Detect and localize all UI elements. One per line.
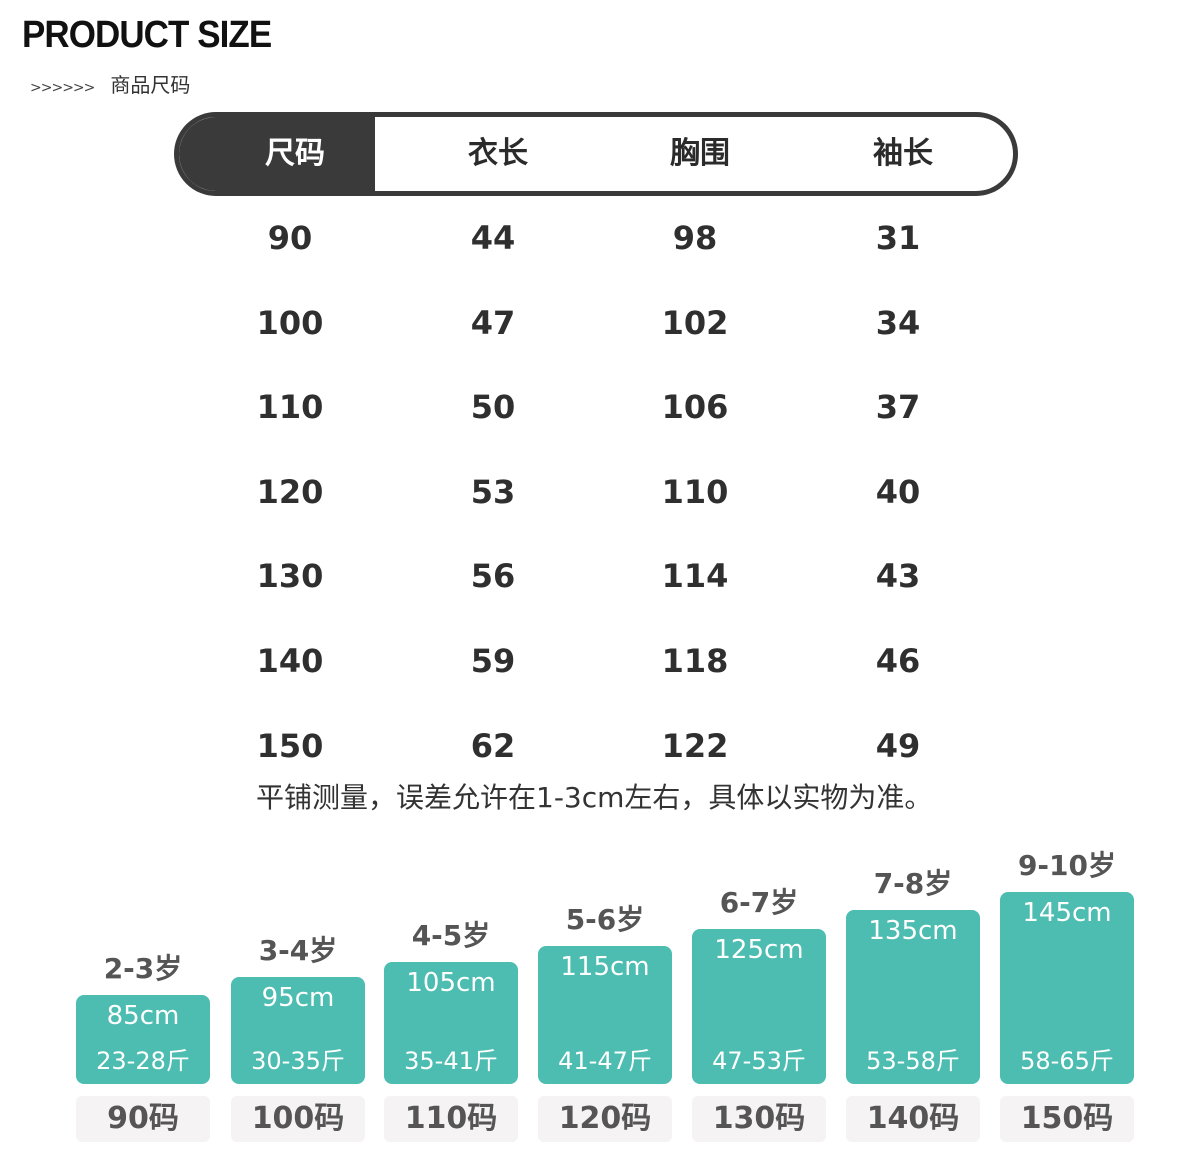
cell-sleeve: 46 (875, 642, 921, 680)
subtitle-text: 商品尺码 (110, 73, 191, 97)
table-row: 100 47 102 34 (0, 304, 1200, 364)
weight-value: 47-53斤 (712, 1047, 806, 1075)
age-label: 2-3岁 (103, 952, 183, 985)
cell-sleeve: 43 (875, 557, 921, 596)
header-highlight (179, 117, 375, 191)
height-bar: 105cm 35-41斤 (384, 962, 518, 1084)
height-bar: 135cm 53-58斤 (846, 910, 980, 1084)
height-value: 105cm (406, 968, 496, 998)
cell-length: 44 (470, 219, 516, 257)
cell-length: 59 (470, 642, 516, 680)
table-row: 120 53 110 40 (0, 473, 1200, 533)
height-value: 145cm (1022, 898, 1112, 928)
height-value: 125cm (714, 935, 804, 965)
height-bar: 145cm 58-65斤 (1000, 892, 1134, 1084)
age-label: 6-7岁 (719, 886, 799, 919)
cell-sleeve: 49 (875, 726, 921, 765)
weight-value: 35-41斤 (404, 1047, 498, 1075)
cell-size: 120 (256, 472, 324, 511)
cell-chest: 98 (672, 219, 718, 257)
page-title: PRODUCT SIZE (22, 14, 272, 56)
age-label: 9-10岁 (1017, 849, 1117, 882)
table-row: 130 56 114 43 (0, 557, 1200, 617)
height-bar: 85cm 23-28斤 (76, 995, 210, 1084)
cell-sleeve: 40 (875, 472, 921, 511)
measurement-note: 平铺测量，误差允许在1-3cm左右，具体以实物为准。 (256, 781, 933, 814)
cell-size: 150 (256, 726, 324, 765)
age-label: 7-8岁 (873, 867, 953, 900)
size-label: 120码 (538, 1096, 672, 1142)
cell-sleeve: 34 (875, 303, 921, 342)
size-label: 100码 (231, 1096, 365, 1142)
height-value: 85cm (106, 1001, 180, 1031)
size-table-header: 尺码 衣长 胸围 袖长 (174, 112, 1018, 196)
cell-length: 50 (470, 388, 516, 427)
table-row: 110 50 106 37 (0, 388, 1200, 448)
table-row: 150 62 122 49 (0, 727, 1200, 787)
chevrons-icon: >>>>>> (30, 80, 95, 96)
size-label: 90码 (76, 1096, 210, 1142)
cell-chest: 114 (661, 557, 729, 596)
column-header-chest: 胸围 (670, 136, 730, 171)
column-header-length: 衣长 (468, 136, 528, 171)
page-subtitle: >>>>>> 商品尺码 (30, 69, 190, 98)
size-label: 150码 (1000, 1096, 1134, 1142)
cell-chest: 122 (661, 726, 729, 765)
weight-value: 30-35斤 (251, 1047, 345, 1075)
size-label: 140码 (846, 1096, 980, 1142)
cell-size: 110 (256, 388, 324, 427)
cell-chest: 118 (661, 642, 729, 680)
table-row: 140 59 118 46 (0, 642, 1200, 702)
table-row: 90 44 98 31 (0, 219, 1200, 279)
weight-value: 58-65斤 (1020, 1047, 1114, 1075)
cell-length: 47 (470, 303, 516, 342)
cell-sleeve: 37 (875, 388, 921, 427)
cell-chest: 106 (661, 388, 729, 427)
cell-length: 62 (470, 726, 516, 765)
height-value: 135cm (868, 916, 958, 946)
age-label: 5-6岁 (565, 903, 645, 936)
weight-value: 53-58斤 (866, 1047, 960, 1075)
column-header-sleeve: 袖长 (873, 136, 933, 171)
size-label: 110码 (384, 1096, 518, 1142)
cell-size: 100 (256, 303, 324, 342)
height-value: 95cm (261, 983, 335, 1013)
cell-size: 140 (256, 642, 324, 680)
column-header-size: 尺码 (265, 136, 325, 171)
weight-value: 23-28斤 (96, 1047, 190, 1075)
cell-size: 130 (256, 557, 324, 596)
cell-sleeve: 31 (875, 219, 921, 257)
height-bar: 125cm 47-53斤 (692, 929, 826, 1084)
weight-value: 41-47斤 (558, 1047, 652, 1075)
cell-size: 90 (267, 219, 313, 257)
cell-chest: 110 (661, 472, 729, 511)
cell-chest: 102 (661, 303, 729, 342)
height-bar: 115cm 41-47斤 (538, 946, 672, 1084)
age-label: 3-4岁 (258, 934, 338, 967)
height-bar: 95cm 30-35斤 (231, 977, 365, 1084)
height-value: 115cm (560, 952, 650, 982)
size-label: 130码 (692, 1096, 826, 1142)
cell-length: 53 (470, 472, 516, 511)
cell-length: 56 (470, 557, 516, 596)
age-label: 4-5岁 (411, 919, 491, 952)
